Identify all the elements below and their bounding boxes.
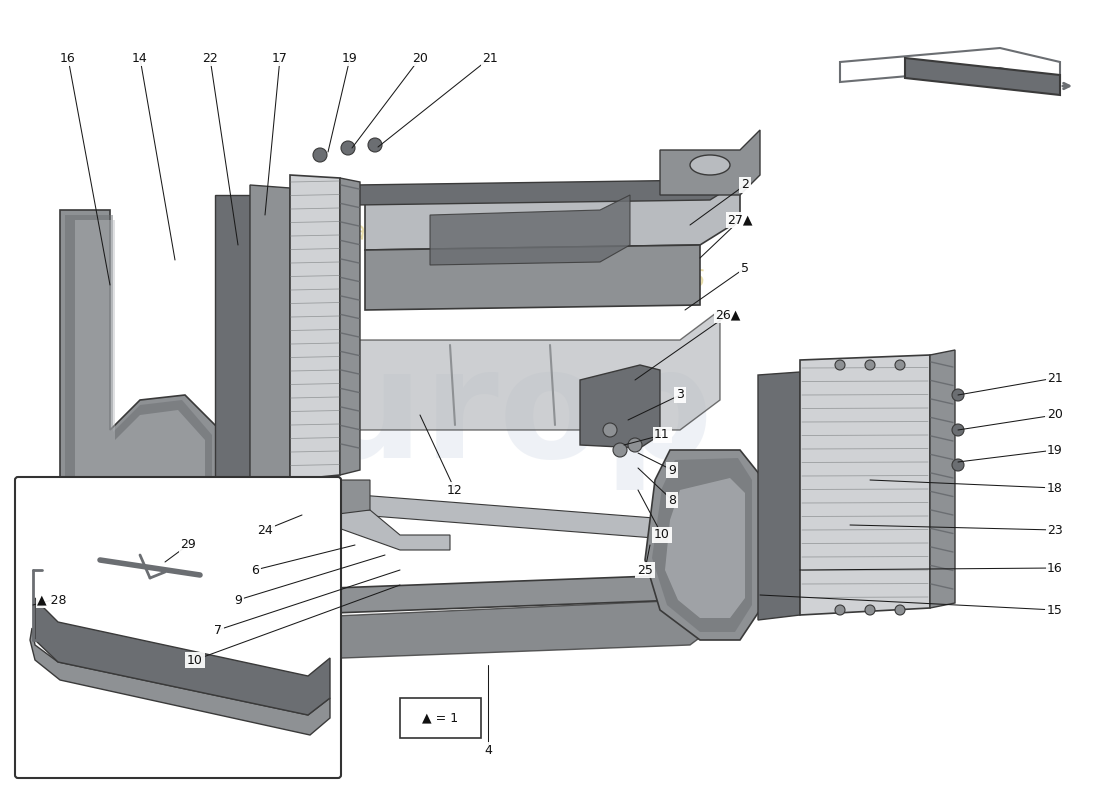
Text: 5: 5 [741, 262, 749, 274]
Text: 22: 22 [202, 51, 218, 65]
Polygon shape [230, 545, 720, 615]
Polygon shape [840, 48, 1060, 82]
Polygon shape [60, 210, 220, 560]
Text: 16: 16 [1047, 562, 1063, 574]
Polygon shape [250, 185, 290, 495]
Polygon shape [666, 478, 745, 618]
Polygon shape [75, 220, 205, 540]
Polygon shape [295, 490, 700, 540]
Polygon shape [290, 480, 370, 515]
Circle shape [895, 360, 905, 370]
Circle shape [865, 360, 874, 370]
Polygon shape [240, 570, 730, 660]
Polygon shape [295, 505, 330, 530]
Text: 14: 14 [132, 51, 147, 65]
Polygon shape [340, 178, 360, 475]
Polygon shape [365, 165, 740, 250]
Polygon shape [580, 365, 660, 448]
Polygon shape [758, 372, 800, 620]
Ellipse shape [690, 155, 730, 175]
Text: 21: 21 [1047, 371, 1063, 385]
Circle shape [314, 148, 327, 162]
Text: a passion for parts since 1985: a passion for parts since 1985 [350, 219, 706, 293]
Polygon shape [800, 355, 929, 615]
Polygon shape [652, 458, 752, 632]
Text: 18: 18 [1047, 482, 1063, 494]
Text: 19: 19 [1047, 443, 1063, 457]
Circle shape [952, 389, 964, 401]
Text: 11: 11 [654, 429, 670, 442]
Polygon shape [65, 215, 212, 552]
Text: ▲ 28: ▲ 28 [37, 594, 67, 606]
Text: 19: 19 [342, 51, 358, 65]
FancyBboxPatch shape [399, 698, 481, 738]
Text: 10: 10 [187, 654, 202, 666]
Circle shape [952, 424, 964, 436]
Polygon shape [645, 450, 760, 640]
Text: 7: 7 [214, 623, 222, 637]
Text: 27▲: 27▲ [727, 214, 752, 226]
Circle shape [628, 438, 642, 452]
Text: 23: 23 [1047, 523, 1063, 537]
Polygon shape [214, 195, 250, 500]
Polygon shape [660, 130, 760, 195]
Polygon shape [365, 245, 700, 310]
Text: 2: 2 [741, 178, 749, 191]
Polygon shape [290, 310, 720, 430]
Text: 9: 9 [234, 594, 242, 606]
Text: ▲ = 1: ▲ = 1 [422, 711, 458, 725]
Text: 25: 25 [637, 563, 653, 577]
Text: 20: 20 [1047, 409, 1063, 422]
Text: 8: 8 [668, 494, 676, 506]
Circle shape [341, 141, 355, 155]
Text: 3: 3 [676, 389, 684, 402]
Text: 24: 24 [257, 523, 273, 537]
Circle shape [603, 423, 617, 437]
Circle shape [865, 605, 874, 615]
Polygon shape [330, 510, 450, 550]
Text: 17: 17 [272, 51, 288, 65]
Polygon shape [930, 350, 955, 608]
Circle shape [952, 459, 964, 471]
Text: 20: 20 [412, 51, 428, 65]
Text: 12: 12 [447, 483, 463, 497]
Polygon shape [430, 195, 630, 265]
Circle shape [835, 605, 845, 615]
Text: europ: europ [211, 342, 713, 490]
Text: 29: 29 [180, 538, 196, 551]
Text: 21: 21 [482, 51, 498, 65]
Polygon shape [30, 628, 330, 735]
Polygon shape [290, 175, 340, 480]
Text: 16: 16 [60, 51, 76, 65]
Circle shape [368, 138, 382, 152]
Text: 9: 9 [668, 463, 675, 477]
Circle shape [835, 360, 845, 370]
Text: 15: 15 [1047, 603, 1063, 617]
FancyBboxPatch shape [15, 477, 341, 778]
Polygon shape [355, 155, 750, 205]
Text: 6: 6 [251, 563, 258, 577]
Polygon shape [905, 58, 1060, 95]
Circle shape [613, 443, 627, 457]
Text: 4: 4 [484, 743, 492, 757]
Text: 10: 10 [654, 529, 670, 542]
Text: 26▲: 26▲ [715, 309, 740, 322]
Polygon shape [35, 598, 330, 715]
Circle shape [895, 605, 905, 615]
